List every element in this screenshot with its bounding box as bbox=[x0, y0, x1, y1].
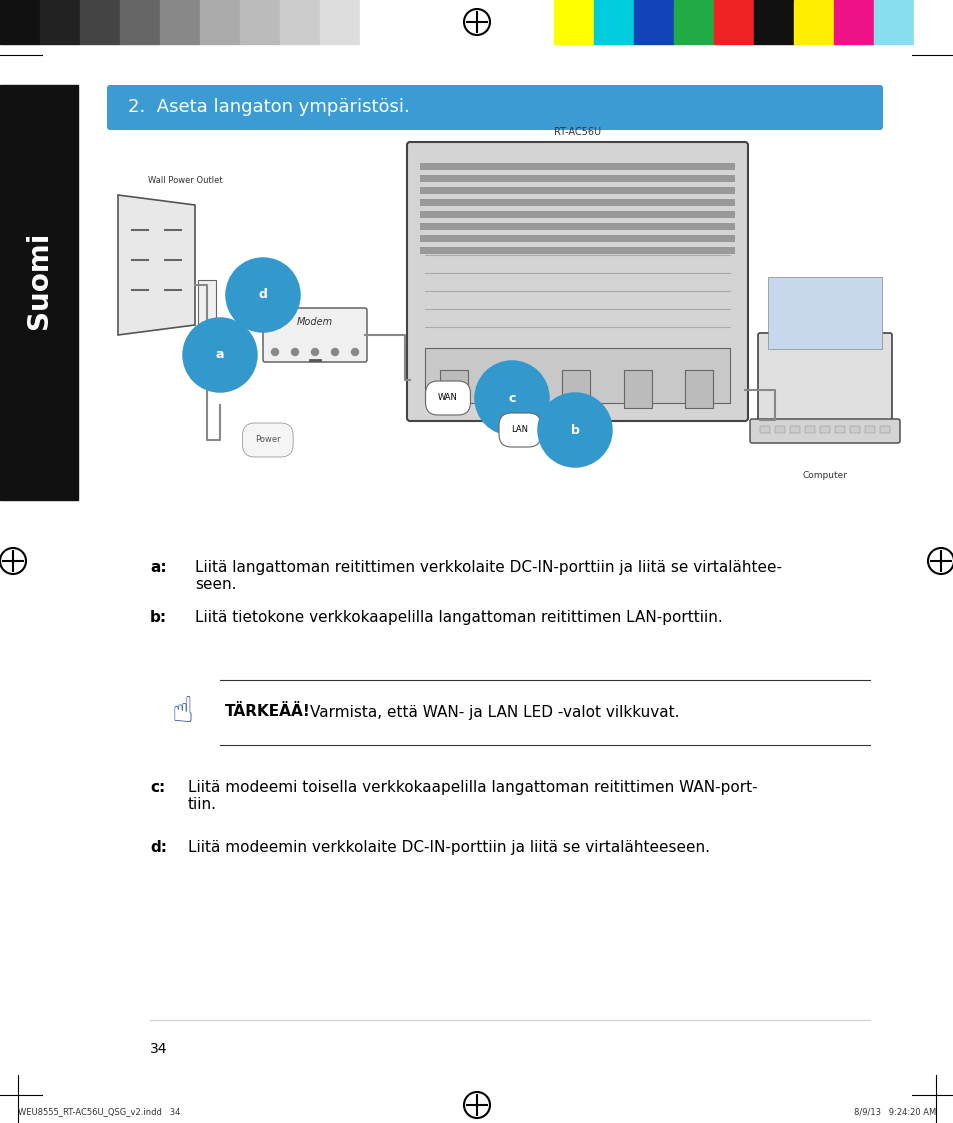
Text: ☝: ☝ bbox=[171, 695, 193, 729]
Text: RT-AC56U: RT-AC56U bbox=[554, 127, 600, 137]
FancyBboxPatch shape bbox=[758, 334, 891, 427]
Bar bbox=[419, 163, 734, 170]
Text: Suomi: Suomi bbox=[25, 231, 53, 329]
Bar bbox=[359, 0, 399, 44]
FancyBboxPatch shape bbox=[107, 85, 882, 130]
Bar bbox=[873, 0, 913, 44]
Bar bbox=[913, 0, 953, 44]
Bar bbox=[419, 247, 734, 254]
Bar bbox=[280, 0, 319, 44]
Circle shape bbox=[292, 348, 298, 356]
Text: d:: d: bbox=[150, 840, 167, 855]
Bar bbox=[0, 85, 78, 500]
Bar bbox=[0, 0, 40, 44]
Bar bbox=[80, 0, 120, 44]
Polygon shape bbox=[118, 195, 194, 335]
Bar bbox=[198, 280, 215, 330]
Text: c:: c: bbox=[150, 780, 165, 795]
Bar bbox=[753, 0, 793, 44]
Text: Power: Power bbox=[254, 436, 280, 445]
Bar bbox=[424, 348, 729, 403]
Text: WEU8555_RT-AC56U_QSG_v2.indd   34: WEU8555_RT-AC56U_QSG_v2.indd 34 bbox=[18, 1107, 180, 1116]
Circle shape bbox=[351, 348, 358, 356]
Text: Liitä tietokone verkkokaapelilla langattoman reitittimen LAN-porttiin.: Liitä tietokone verkkokaapelilla langatt… bbox=[194, 610, 722, 626]
Bar bbox=[760, 426, 769, 433]
Bar bbox=[833, 0, 873, 44]
Bar bbox=[419, 199, 734, 206]
Text: Liitä modeemi toisella verkkokaapelilla langattoman reitittimen WAN-port-
tiin.: Liitä modeemi toisella verkkokaapelilla … bbox=[188, 780, 757, 812]
Bar bbox=[834, 426, 844, 433]
Text: Liitä langattoman reitittimen verkkolaite DC-IN-porttiin ja liitä se virtalähtee: Liitä langattoman reitittimen verkkolait… bbox=[194, 560, 781, 593]
Circle shape bbox=[272, 348, 278, 356]
Bar bbox=[864, 426, 874, 433]
Bar bbox=[820, 426, 829, 433]
FancyBboxPatch shape bbox=[407, 141, 747, 421]
Bar bbox=[419, 175, 734, 182]
Bar bbox=[120, 0, 160, 44]
Bar bbox=[319, 0, 359, 44]
Text: b:: b: bbox=[150, 610, 167, 626]
FancyBboxPatch shape bbox=[749, 419, 899, 442]
Bar bbox=[419, 188, 734, 194]
Bar bbox=[774, 426, 784, 433]
Bar bbox=[594, 0, 634, 44]
Bar bbox=[879, 426, 889, 433]
Bar bbox=[789, 426, 800, 433]
Text: 2.  Aseta langaton ympäristösi.: 2. Aseta langaton ympäristösi. bbox=[128, 99, 410, 117]
Bar bbox=[500, 369, 529, 408]
Bar bbox=[419, 235, 734, 241]
Bar bbox=[240, 0, 280, 44]
Bar bbox=[684, 369, 712, 408]
Bar bbox=[40, 0, 80, 44]
Text: a:: a: bbox=[150, 560, 167, 575]
Bar bbox=[713, 0, 753, 44]
Text: Liitä modeemin verkkolaite DC-IN-porttiin ja liitä se virtalähteeseen.: Liitä modeemin verkkolaite DC-IN-porttii… bbox=[188, 840, 709, 855]
Text: 34: 34 bbox=[150, 1042, 168, 1056]
Text: TÄRKEÄÄ!: TÄRKEÄÄ! bbox=[225, 704, 311, 720]
Text: LAN: LAN bbox=[511, 426, 528, 435]
Circle shape bbox=[331, 348, 338, 356]
Bar bbox=[849, 426, 859, 433]
Text: b: b bbox=[570, 423, 578, 437]
FancyBboxPatch shape bbox=[263, 308, 367, 362]
Text: Wall Power Outlet: Wall Power Outlet bbox=[148, 176, 222, 185]
Bar bbox=[634, 0, 673, 44]
Text: 8/9/13   9:24:20 AM: 8/9/13 9:24:20 AM bbox=[853, 1107, 935, 1116]
Text: a: a bbox=[215, 348, 224, 362]
Bar bbox=[673, 0, 713, 44]
Bar bbox=[439, 369, 468, 408]
Bar bbox=[419, 211, 734, 218]
Text: WAN: WAN bbox=[437, 393, 457, 402]
Circle shape bbox=[312, 348, 318, 356]
Bar bbox=[419, 223, 734, 230]
Bar bbox=[793, 0, 833, 44]
Text: Modem: Modem bbox=[296, 317, 333, 327]
Text: Computer: Computer bbox=[801, 471, 846, 480]
Bar bbox=[767, 277, 882, 349]
Text: Varmista, että WAN- ja LAN LED -valot vilkkuvat.: Varmista, että WAN- ja LAN LED -valot vi… bbox=[310, 704, 679, 720]
Bar bbox=[623, 369, 651, 408]
Bar bbox=[160, 0, 200, 44]
Bar bbox=[562, 369, 590, 408]
Bar bbox=[200, 0, 240, 44]
Bar bbox=[554, 0, 594, 44]
Text: c: c bbox=[508, 392, 516, 404]
Text: d: d bbox=[258, 289, 267, 301]
Bar bbox=[804, 426, 814, 433]
